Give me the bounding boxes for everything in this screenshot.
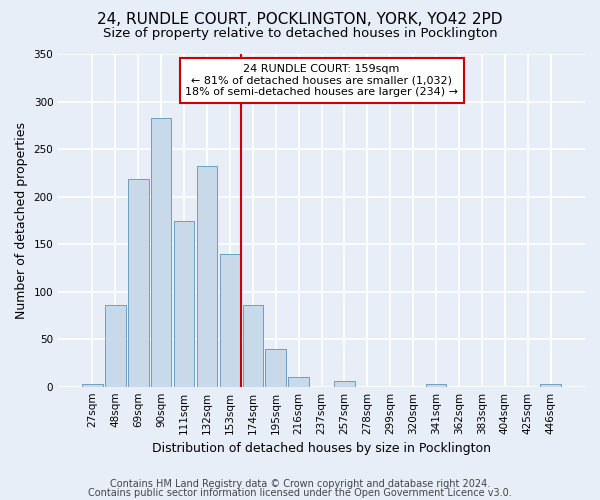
- Bar: [151, 118, 172, 386]
- Bar: [220, 254, 240, 386]
- Text: Contains HM Land Registry data © Crown copyright and database right 2024.: Contains HM Land Registry data © Crown c…: [110, 479, 490, 489]
- Bar: [82, 384, 103, 386]
- Bar: [334, 381, 355, 386]
- X-axis label: Distribution of detached houses by size in Pocklington: Distribution of detached houses by size …: [152, 442, 491, 455]
- Bar: [541, 384, 561, 386]
- Bar: [426, 384, 446, 386]
- Text: Contains public sector information licensed under the Open Government Licence v3: Contains public sector information licen…: [88, 488, 512, 498]
- Bar: [174, 222, 194, 386]
- Text: 24, RUNDLE COURT, POCKLINGTON, YORK, YO42 2PD: 24, RUNDLE COURT, POCKLINGTON, YORK, YO4…: [97, 12, 503, 28]
- Bar: [105, 305, 125, 386]
- Bar: [289, 377, 309, 386]
- Text: Size of property relative to detached houses in Pocklington: Size of property relative to detached ho…: [103, 28, 497, 40]
- Bar: [265, 348, 286, 387]
- Text: 24 RUNDLE COURT: 159sqm
← 81% of detached houses are smaller (1,032)
18% of semi: 24 RUNDLE COURT: 159sqm ← 81% of detache…: [185, 64, 458, 97]
- Y-axis label: Number of detached properties: Number of detached properties: [15, 122, 28, 319]
- Bar: [128, 180, 149, 386]
- Bar: [197, 166, 217, 386]
- Bar: [242, 305, 263, 386]
